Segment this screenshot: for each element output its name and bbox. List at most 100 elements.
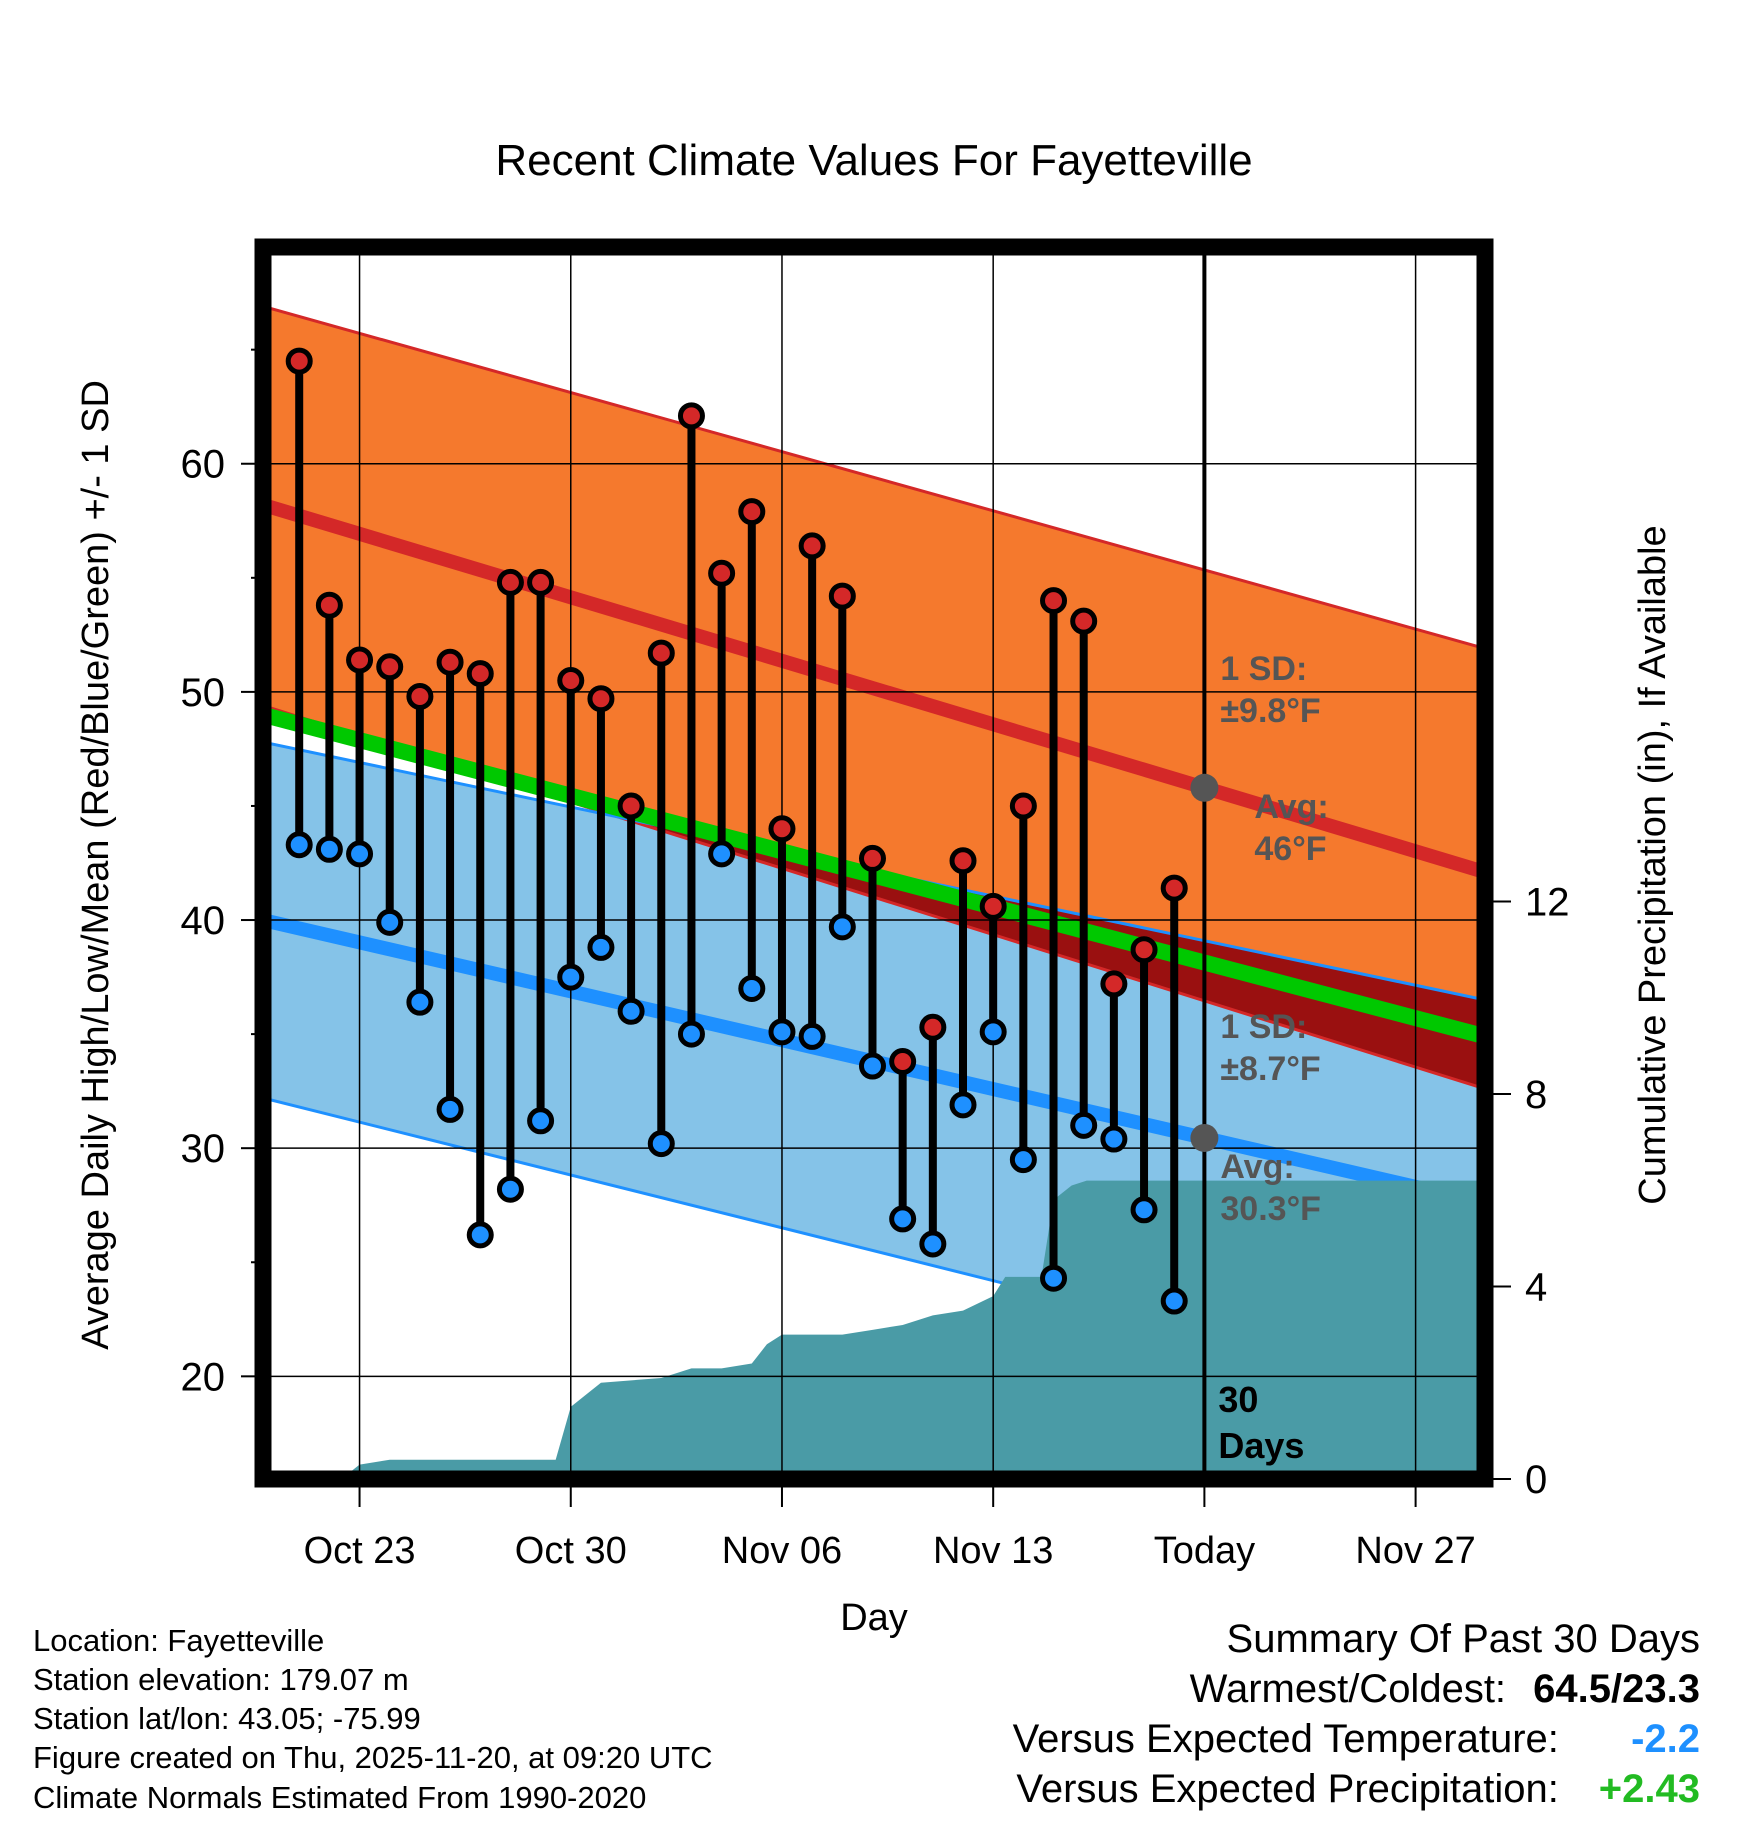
y-tick-label: 60 [181, 443, 226, 487]
daily-high-point [376, 653, 404, 681]
daily-low-point [677, 1020, 705, 1048]
daily-low-point [919, 1230, 947, 1258]
daily-low-point [527, 1107, 555, 1135]
summary-warmest-label: Warmest/Coldest: [1189, 1667, 1507, 1711]
low-avg-label: Avg: [1220, 1148, 1294, 1186]
daily-low-point [768, 1018, 796, 1046]
y-tick-label: 30 [181, 1127, 226, 1171]
high-normal-line [263, 498, 1485, 879]
summary-precip-value: +2.43 [1598, 1767, 1700, 1811]
daily-high-point [315, 591, 343, 619]
daily-high-point [677, 402, 705, 430]
daily-high-point [949, 847, 977, 875]
daily-low-point [1130, 1196, 1158, 1224]
info-latlon: Station lat/lon: 43.05; -75.99 [33, 1701, 421, 1736]
daily-high-point [1009, 792, 1037, 820]
daily-low-point [798, 1022, 826, 1050]
x-tick-label: Oct 23 [304, 1530, 416, 1572]
daily-low-point [617, 997, 645, 1025]
daily-high-point [798, 532, 826, 560]
daily-low-point [587, 933, 615, 961]
daily-low-point [828, 913, 856, 941]
low-sd-value: ±8.7°F [1220, 1050, 1320, 1088]
plot-frame [254, 238, 1494, 1488]
low-avg-value: 30.3°F [1220, 1190, 1321, 1228]
daily-low-point [1160, 1287, 1188, 1315]
daily-high-point [919, 1013, 947, 1041]
daily-low-point [315, 835, 343, 863]
x-tick-label: Nov 27 [1355, 1530, 1475, 1572]
y2-tick-label: 0 [1525, 1458, 1547, 1502]
daily-high-point [1100, 970, 1128, 998]
daily-low-point [979, 1018, 1007, 1046]
high-sd-value: ±9.8°F [1220, 692, 1320, 730]
daily-low-point [557, 963, 585, 991]
x-tick-label: Oct 30 [515, 1530, 627, 1572]
window-count: 30 [1218, 1379, 1258, 1420]
daily-low-point [949, 1091, 977, 1119]
daily-low-point [1009, 1146, 1037, 1174]
y-axis-label: Average Daily High/Low/Mean (Red/Blue/Gr… [75, 380, 117, 1350]
daily-low-point [708, 840, 736, 868]
high-sd-upper-edge [263, 304, 1485, 650]
daily-low-point [376, 908, 404, 936]
daily-high-point [617, 792, 645, 820]
x-tick-label: Nov 13 [933, 1530, 1053, 1572]
x-axis-label: Day [840, 1597, 908, 1639]
x-tick-label: Nov 06 [722, 1530, 842, 1572]
summary-title: Summary Of Past 30 Days [1226, 1617, 1700, 1661]
daily-high-point [647, 639, 675, 667]
summary-precip-label: Versus Expected Precipitation: [1016, 1767, 1559, 1811]
daily-high-point [979, 892, 1007, 920]
summary-temperature: Versus Expected Temperature: -2.2 [1013, 1717, 1700, 1762]
daily-high-point [587, 685, 615, 713]
daily-high-point [406, 682, 434, 710]
y-tick-label: 20 [181, 1355, 226, 1399]
high-sd-label: 1 SD: [1220, 650, 1307, 688]
daily-low-point [346, 840, 374, 868]
daily-low-point [436, 1095, 464, 1123]
y2-axis-label: Cumulative Precipitation (in), If Availa… [1632, 525, 1674, 1204]
info-normals: Climate Normals Estimated From 1990-2020 [33, 1780, 647, 1815]
daily-high-point [889, 1047, 917, 1075]
info-elevation: Station elevation: 179.07 m [33, 1662, 409, 1697]
summary-temp-label: Versus Expected Temperature: [1012, 1717, 1559, 1761]
y2-tick-label: 8 [1525, 1073, 1547, 1117]
daily-low-point [889, 1205, 917, 1233]
daily-high-point [285, 347, 313, 375]
high-avg-label: Avg: [1254, 788, 1328, 826]
daily-low-point [858, 1052, 886, 1080]
y-tick-label: 50 [181, 671, 226, 715]
daily-high-point [496, 568, 524, 596]
daily-low-point [466, 1221, 494, 1249]
daily-high-point [346, 646, 374, 674]
daily-high-point [738, 498, 766, 526]
y2-tick-label: 12 [1525, 881, 1570, 925]
y2-tick-label: 4 [1525, 1266, 1547, 1310]
daily-high-point [768, 815, 796, 843]
x-tick-label: Today [1154, 1530, 1255, 1572]
daily-high-point [858, 844, 886, 872]
summary-temp-value: -2.2 [1631, 1717, 1700, 1761]
today-low-normal-marker [1190, 1123, 1219, 1152]
daily-low-point [738, 974, 766, 1002]
daily-high-point [1040, 587, 1068, 615]
summary-warmest: Warmest/Coldest: 64.5/23.3 [1190, 1667, 1700, 1712]
today-high-normal-marker [1190, 773, 1219, 802]
info-location: Location: Fayetteville [33, 1623, 325, 1658]
chart-title: Recent Climate Values For Fayetteville [495, 136, 1252, 185]
precip-area [263, 1180, 1485, 1479]
daily-high-point [1160, 874, 1188, 902]
daily-low-point [1100, 1125, 1128, 1153]
high-avg-value: 46°F [1254, 830, 1326, 868]
daily-high-point [557, 666, 585, 694]
daily-low-point [647, 1130, 675, 1158]
daily-high-point [1130, 936, 1158, 964]
info-created: Figure created on Thu, 2025-11-20, at 09… [33, 1740, 713, 1775]
daily-low-point [406, 988, 434, 1016]
daily-high-point [1070, 607, 1098, 635]
summary-precipitation: Versus Expected Precipitation: +2.43 [1016, 1767, 1700, 1812]
daily-low-point [1040, 1264, 1068, 1292]
summary-warmest-value: 64.5/23.3 [1533, 1667, 1700, 1711]
